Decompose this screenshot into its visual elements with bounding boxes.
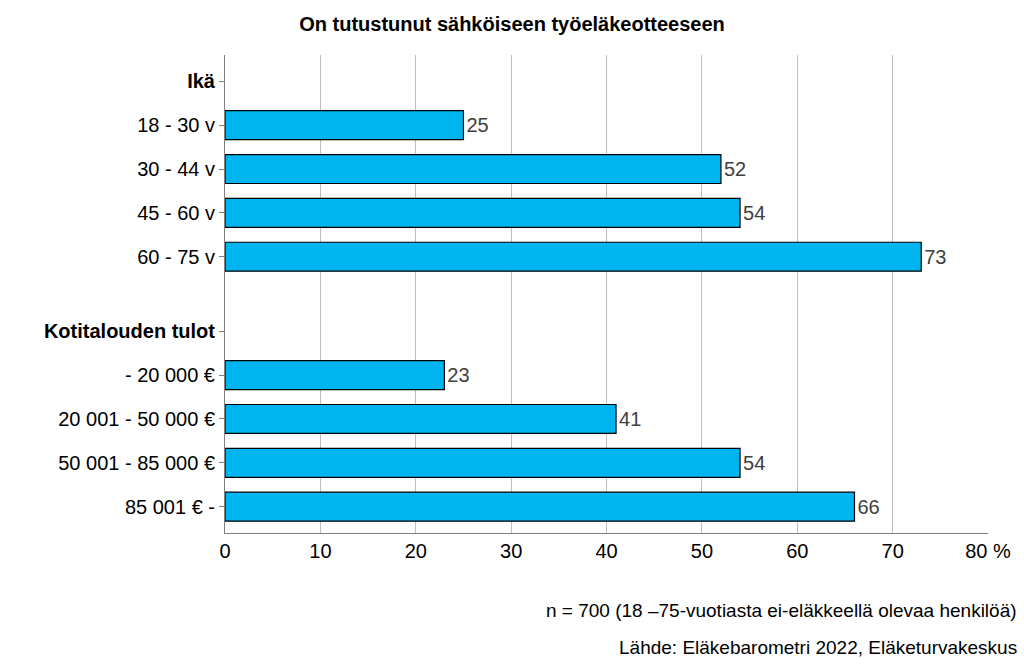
svg-text:50 001 - 85 000 €: 50 001 - 85 000 € bbox=[58, 452, 215, 474]
svg-text:20: 20 bbox=[405, 540, 427, 562]
svg-text:60: 60 bbox=[786, 540, 808, 562]
svg-text:40: 40 bbox=[595, 540, 617, 562]
svg-text:80 %: 80 % bbox=[965, 540, 1011, 562]
svg-text:85 001 € -: 85 001 € - bbox=[125, 496, 215, 518]
svg-text:41: 41 bbox=[619, 408, 641, 430]
svg-text:Lähde: Eläkebarometri 2022, El: Lähde: Eläkebarometri 2022, Eläketurvake… bbox=[619, 637, 1017, 658]
svg-text:18 - 30 v: 18 - 30 v bbox=[137, 114, 215, 136]
svg-text:Ikä: Ikä bbox=[187, 70, 216, 92]
svg-text:0: 0 bbox=[219, 540, 230, 562]
svg-text:Kotitalouden tulot: Kotitalouden tulot bbox=[44, 320, 215, 342]
svg-text:23: 23 bbox=[447, 364, 469, 386]
svg-text:30: 30 bbox=[500, 540, 522, 562]
svg-text:On tutustunut sähköiseen työel: On tutustunut sähköiseen työeläkeotteese… bbox=[299, 13, 725, 35]
svg-text:n = 700 (18 –75-vuotiasta ei-e: n = 700 (18 –75-vuotiasta ei-eläkkeellä … bbox=[546, 600, 1017, 621]
svg-text:25: 25 bbox=[466, 114, 488, 136]
svg-text:52: 52 bbox=[724, 158, 746, 180]
svg-text:60 - 75 v: 60 - 75 v bbox=[137, 246, 215, 268]
svg-text:70: 70 bbox=[882, 540, 904, 562]
svg-text:- 20 000 €: - 20 000 € bbox=[125, 364, 215, 386]
svg-text:30 - 44 v: 30 - 44 v bbox=[137, 158, 215, 180]
svg-text:66: 66 bbox=[857, 496, 879, 518]
svg-text:54: 54 bbox=[743, 202, 765, 224]
svg-text:45 - 60 v: 45 - 60 v bbox=[137, 202, 215, 224]
svg-text:54: 54 bbox=[743, 452, 765, 474]
svg-text:10: 10 bbox=[309, 540, 331, 562]
svg-text:20 001 - 50 000 €: 20 001 - 50 000 € bbox=[58, 408, 215, 430]
svg-text:73: 73 bbox=[924, 246, 946, 268]
svg-text:50: 50 bbox=[691, 540, 713, 562]
